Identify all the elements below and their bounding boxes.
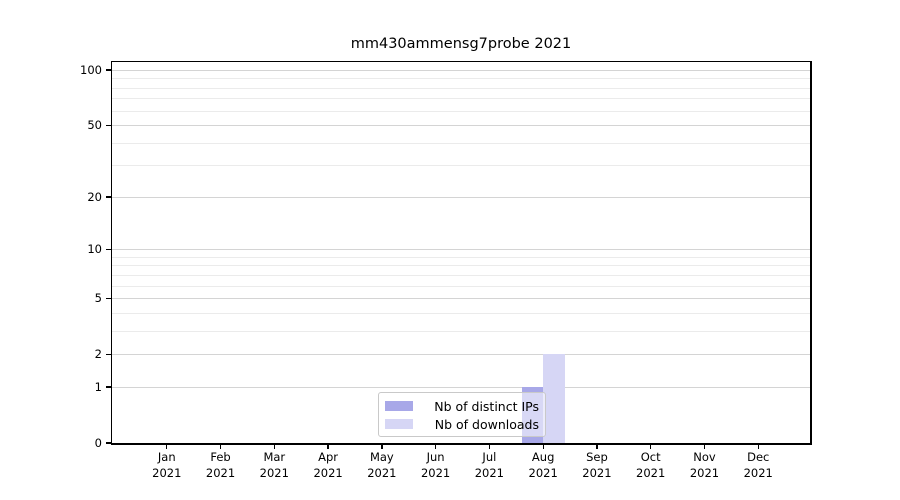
legend-label-downloads: Nb of downloads <box>434 416 539 432</box>
x-tick-label-sep-2021: Sep 2021 <box>582 450 612 480</box>
gridline-minor-3 <box>112 330 810 332</box>
gridline-minor-7 <box>112 274 810 276</box>
y-tick-label-20: 20 <box>87 189 102 204</box>
legend-swatch-distinct-ips-icon <box>385 401 413 411</box>
x-tick-dec-2021 <box>757 444 759 449</box>
y-tick-label-1: 1 <box>94 379 102 394</box>
x-tick-label-mar-2021: Mar 2021 <box>259 450 289 480</box>
gridline-minor-6 <box>112 285 810 287</box>
x-tick-label-feb-2021: Feb 2021 <box>205 450 236 480</box>
x-tick-label-oct-2021: Oct 2021 <box>636 450 666 480</box>
legend-label-distinct-ips: Nb of distinct IPs <box>434 398 539 414</box>
plot-area <box>112 62 810 443</box>
x-tick-label-dec-2021: Dec 2021 <box>743 450 773 480</box>
y-tick-label-5: 5 <box>94 291 102 306</box>
gridline-minor-60 <box>112 110 810 112</box>
gridline-minor-9 <box>112 256 810 258</box>
gridline-major-5 <box>112 298 810 300</box>
y-tick-label-50: 50 <box>87 118 102 133</box>
x-tick-label-apr-2021: Apr 2021 <box>313 450 343 480</box>
gridline-minor-90 <box>112 78 810 80</box>
y-tick-50 <box>106 124 111 126</box>
legend-item-downloads: Nb of downloads <box>385 415 539 433</box>
x-tick-jul-2021 <box>488 444 491 449</box>
spine-right <box>810 60 812 445</box>
y-tick-label-2: 2 <box>94 347 102 362</box>
y-tick-10 <box>106 248 111 250</box>
y-tick-0 <box>106 442 111 444</box>
x-tick-aug-2021 <box>542 444 544 449</box>
gridline-minor-4 <box>112 312 810 314</box>
gridline-major-20 <box>112 196 810 198</box>
gridline-major-100 <box>112 69 810 71</box>
gridline-minor-80 <box>112 87 810 89</box>
y-tick-20 <box>106 196 111 198</box>
gridline-major-2 <box>112 354 810 356</box>
x-tick-sep-2021 <box>596 444 598 449</box>
y-tick-label-100: 100 <box>80 62 102 77</box>
gridline-minor-70 <box>112 98 810 100</box>
x-tick-may-2021 <box>381 444 383 449</box>
x-tick-label-may-2021: May 2021 <box>367 450 397 480</box>
gridline-major-50 <box>112 125 810 127</box>
x-tick-label-nov-2021: Nov 2021 <box>689 450 720 480</box>
legend: Nb of distinct IPs Nb of downloads <box>378 392 546 437</box>
x-tick-apr-2021 <box>327 444 329 449</box>
bar-aug-2021-nb-of-downloads <box>543 354 565 443</box>
spine-bottom <box>110 443 812 445</box>
x-tick-oct-2021 <box>650 444 652 449</box>
x-tick-label-jul-2021: Jul 2021 <box>474 450 505 480</box>
x-tick-jun-2021 <box>435 444 437 449</box>
y-tick-2 <box>106 353 111 355</box>
x-tick-label-jan-2021: Jan 2021 <box>152 450 182 480</box>
y-tick-1 <box>106 386 111 388</box>
y-tick-100 <box>106 69 111 71</box>
x-tick-nov-2021 <box>703 444 706 449</box>
chart-title: mm430ammensg7probe 2021 <box>350 36 572 52</box>
spine-left <box>110 60 112 445</box>
x-tick-label-jun-2021: Jun 2021 <box>420 450 451 480</box>
x-tick-jan-2021 <box>166 444 168 449</box>
legend-item-distinct-ips: Nb of distinct IPs <box>385 397 539 415</box>
x-tick-label-aug-2021: Aug 2021 <box>528 450 558 480</box>
gridline-minor-40 <box>112 142 810 144</box>
legend-swatch-downloads-icon <box>385 419 413 429</box>
gridline-minor-8 <box>112 265 810 267</box>
x-tick-mar-2021 <box>273 444 275 449</box>
x-tick-feb-2021 <box>219 444 222 449</box>
y-tick-label-10: 10 <box>87 242 102 257</box>
gridline-major-10 <box>112 249 810 251</box>
y-tick-label-0: 0 <box>94 436 102 450</box>
gridline-major-1 <box>112 386 810 388</box>
y-tick-5 <box>106 297 111 299</box>
gridline-minor-30 <box>112 165 810 167</box>
spine-top <box>110 60 812 62</box>
